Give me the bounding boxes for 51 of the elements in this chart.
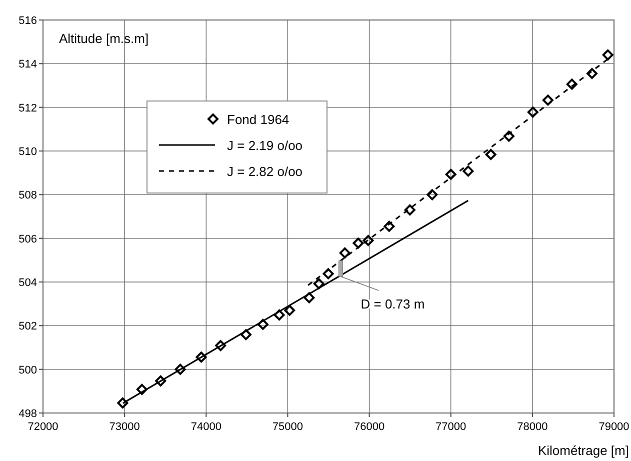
y-tick-label: 510 <box>18 146 37 158</box>
y-tick-label: 504 <box>18 277 37 289</box>
legend-label: Fond 1964 <box>227 112 290 127</box>
point <box>196 352 207 363</box>
y-axis-title: Altitude [m.s.m] <box>59 31 149 46</box>
point <box>284 304 296 316</box>
y-tick-label: 502 <box>18 320 37 333</box>
point <box>274 309 285 320</box>
point <box>445 168 456 180</box>
point <box>174 364 186 375</box>
point <box>527 106 538 118</box>
point <box>462 166 474 177</box>
x-tick-label: 79000 <box>598 421 630 433</box>
point <box>426 189 438 200</box>
y-tick-label: 508 <box>18 190 37 202</box>
y-tick-label: 498 <box>18 408 37 420</box>
x-tick-label: 73000 <box>109 421 140 433</box>
point <box>240 329 252 340</box>
legend-label: J = 2.19 o/oo <box>227 138 303 153</box>
point <box>352 238 364 249</box>
point <box>322 268 334 280</box>
point <box>384 220 395 232</box>
point <box>155 375 166 386</box>
point <box>362 235 374 246</box>
x-tick-label: 75000 <box>272 421 304 433</box>
point <box>339 247 350 258</box>
point <box>136 384 148 395</box>
legend-label: J = 2.82 o/oo <box>227 164 303 179</box>
y-tick-label: 500 <box>18 364 37 376</box>
point <box>485 148 496 160</box>
point <box>602 49 614 60</box>
y-tick-label: 516 <box>18 15 37 27</box>
x-tick-label: 74000 <box>190 421 222 433</box>
point <box>566 78 578 90</box>
x-tick-label: 72000 <box>28 421 58 433</box>
point <box>313 278 324 290</box>
point <box>215 340 226 352</box>
point <box>304 292 315 304</box>
point <box>542 94 554 106</box>
x-tick-label: 77000 <box>436 421 466 433</box>
y-tick-label: 512 <box>18 102 37 114</box>
x-axis-title: Kilométrage [m] <box>538 443 629 458</box>
point <box>117 397 128 408</box>
point <box>404 204 416 216</box>
x-tick-label: 76000 <box>354 421 385 433</box>
x-tick-label: 78000 <box>517 421 548 433</box>
point <box>586 68 598 79</box>
point <box>503 130 514 142</box>
point <box>257 318 268 330</box>
y-tick-label: 514 <box>18 58 37 71</box>
y-tick-label: 506 <box>18 233 37 246</box>
